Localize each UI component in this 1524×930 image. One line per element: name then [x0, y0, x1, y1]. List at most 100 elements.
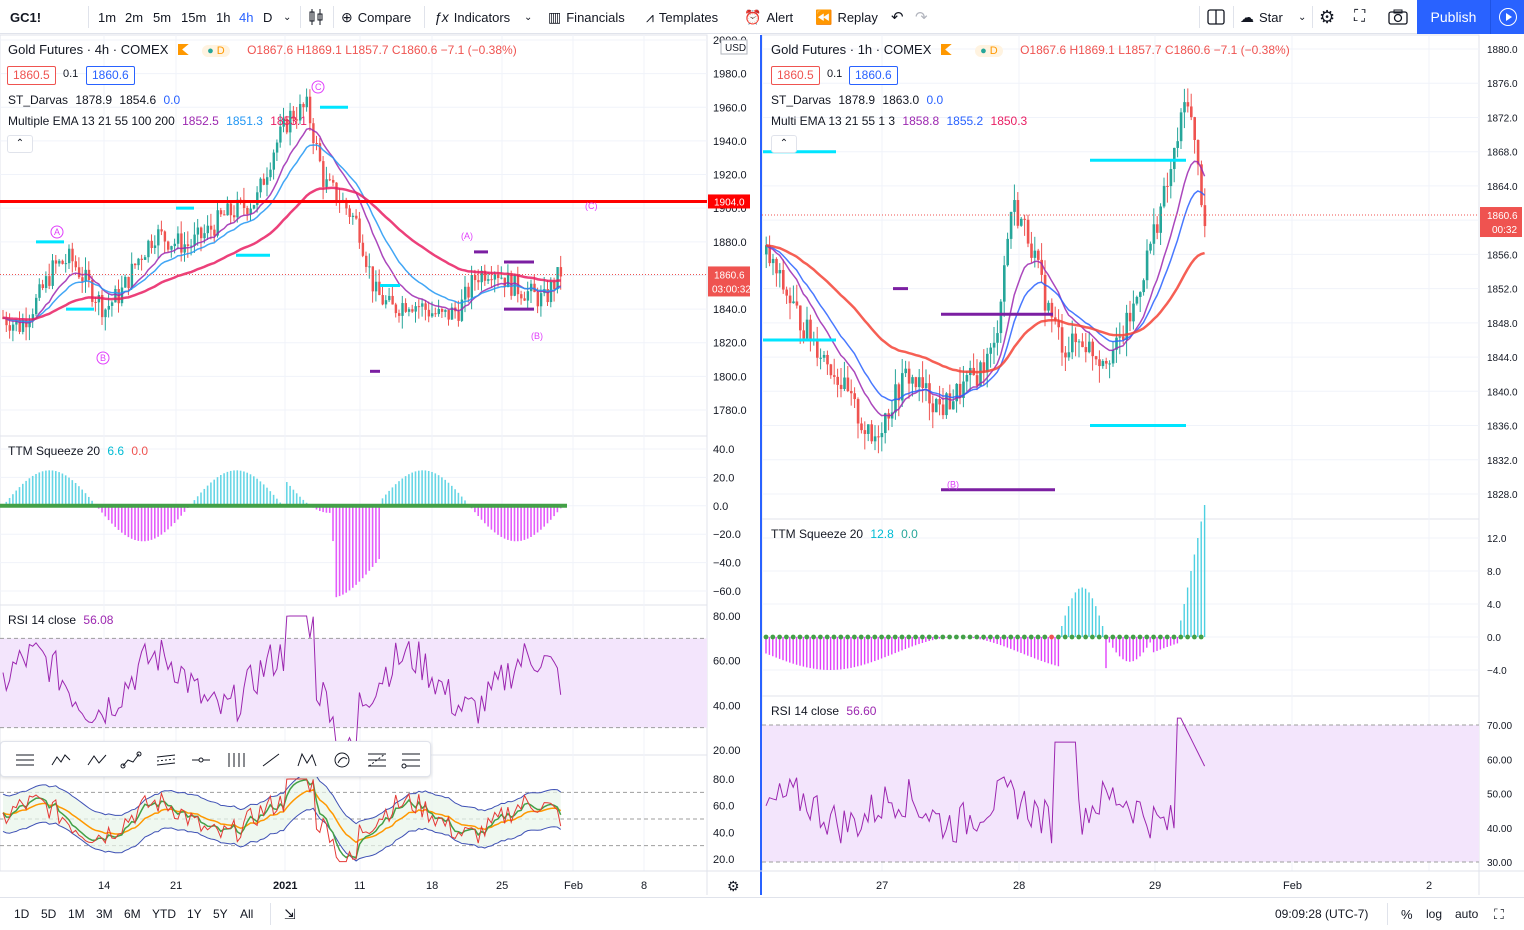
- play-icon[interactable]: [1490, 0, 1524, 34]
- wave-label-circle: [311, 80, 325, 94]
- candle-body: [836, 376, 839, 385]
- vertical-lines-icon[interactable]: [222, 746, 250, 774]
- flag-icon[interactable]: [177, 44, 189, 55]
- alert-button[interactable]: ⏰ Alert: [744, 0, 793, 34]
- candle-body: [275, 142, 279, 153]
- candle-body: [546, 288, 549, 303]
- candle-body: [58, 260, 61, 264]
- candle-body: [302, 104, 305, 108]
- indicators-button[interactable]: ƒx Indicators: [434, 0, 510, 34]
- interval-2m[interactable]: 2m: [125, 9, 144, 25]
- candle-body: [213, 229, 216, 236]
- elliott-wave-icon[interactable]: [47, 746, 75, 774]
- interval-5m[interactable]: 5m: [153, 9, 172, 25]
- cloud-save-button[interactable]: ☁ Star: [1240, 0, 1283, 34]
- candle-body: [904, 368, 907, 374]
- horizontal-ray-icon[interactable]: [187, 746, 215, 774]
- range-3m[interactable]: 3M: [96, 907, 113, 921]
- right-bid-button[interactable]: 1860.5: [771, 66, 820, 85]
- range-all[interactable]: All: [240, 907, 254, 921]
- candles-style-icon[interactable]: [308, 0, 324, 34]
- darvas-v1: 1878.9: [838, 93, 876, 107]
- range-5y[interactable]: 5Y: [213, 907, 228, 921]
- fullscreen-icon[interactable]: ⛶: [1354, 8, 1366, 25]
- interval-1h[interactable]: 1h: [216, 9, 231, 25]
- candle-body: [8, 325, 11, 331]
- percent-toggle[interactable]: %: [1401, 906, 1413, 922]
- financials-button[interactable]: ▥ Financials: [548, 0, 625, 34]
- interval-1m[interactable]: 1m: [98, 9, 117, 25]
- fib-retracement-icon[interactable]: [363, 746, 391, 774]
- candle-body: [931, 403, 935, 413]
- candle-body: [928, 383, 931, 404]
- candle-body: [860, 423, 863, 431]
- brush-icon[interactable]: [328, 746, 356, 774]
- gear-icon[interactable]: ⚙: [1319, 6, 1336, 27]
- candle-body: [134, 263, 137, 266]
- candle-body: [1009, 211, 1013, 239]
- interval-15m[interactable]: 15m: [181, 9, 207, 25]
- replay-button[interactable]: ⏪ Replay: [815, 0, 878, 34]
- flag-icon[interactable]: [940, 44, 952, 55]
- candle-body: [935, 399, 938, 413]
- range-1y[interactable]: 1Y: [187, 907, 202, 921]
- left-legend-collapse-chevron-icon[interactable]: ⌃: [7, 135, 33, 153]
- wave-label: (A): [461, 231, 473, 241]
- squeeze-dot: [1151, 634, 1156, 640]
- fullscreen-icon[interactable]: ⛶: [1494, 905, 1504, 922]
- candle-body: [262, 178, 266, 185]
- charts-area[interactable]: 2000.01980.01960.01940.01920.01900.01880…: [0, 34, 1524, 897]
- trend-path-icon[interactable]: [117, 746, 145, 774]
- interval-d[interactable]: D: [263, 9, 273, 25]
- squeeze-dot: [974, 634, 980, 640]
- candle-body: [143, 257, 147, 260]
- auto-toggle[interactable]: auto: [1455, 907, 1479, 921]
- right-ask-button[interactable]: 1860.6: [849, 66, 898, 85]
- layout-icon[interactable]: [1207, 0, 1225, 34]
- right-squeeze-legend: TTM Squeeze 20 12.8 0.0: [771, 527, 918, 541]
- abc-pattern-icon[interactable]: [83, 746, 111, 774]
- market-status-badge[interactable]: ● D: [975, 45, 1003, 57]
- last-price-label: 1860.6: [714, 270, 745, 281]
- candle-body: [71, 248, 74, 262]
- candle-body: [391, 295, 394, 305]
- interval-dropdown-chevron-icon[interactable]: ⌄: [283, 11, 292, 23]
- left-darvas-legend: ST_Darvas 1878.9 1854.6 0.0: [8, 93, 180, 107]
- gann-fan-icon[interactable]: [397, 746, 425, 774]
- redo-icon[interactable]: ↷: [915, 9, 928, 26]
- xabcd-pattern-icon[interactable]: [293, 746, 321, 774]
- templates-button[interactable]: ⩘ Templates: [646, 0, 718, 34]
- save-chevron-icon[interactable]: ⌄: [1298, 11, 1307, 23]
- camera-icon[interactable]: [1388, 0, 1408, 34]
- left-bid-button[interactable]: 1860.5: [7, 66, 56, 85]
- publish-button[interactable]: Publish: [1417, 0, 1490, 34]
- right-legend-collapse-chevron-icon[interactable]: ⌃: [771, 135, 797, 153]
- parallel-channel-icon[interactable]: [152, 746, 180, 774]
- interval-4h[interactable]: 4h: [239, 9, 254, 25]
- log-toggle[interactable]: log: [1426, 907, 1443, 921]
- rsi-tick-label: 70.00: [1487, 721, 1512, 732]
- function-icon: ƒx: [434, 9, 449, 25]
- candle-body: [979, 362, 982, 386]
- left-ask-button[interactable]: 1860.6: [86, 66, 135, 85]
- compare-button[interactable]: ⊕ Compare: [341, 0, 411, 34]
- indicators-chevron-icon[interactable]: ⌄: [524, 11, 533, 23]
- squeeze-dot: [804, 634, 810, 640]
- time-tick-label: 2021: [273, 880, 297, 892]
- drag-handle-icon[interactable]: [11, 746, 39, 774]
- range-ytd[interactable]: YTD: [152, 907, 176, 921]
- range-6m[interactable]: 6M: [124, 907, 141, 921]
- undo-icon[interactable]: ↶: [891, 9, 904, 26]
- symbol-search[interactable]: GC1!: [10, 9, 42, 25]
- candle-body: [256, 192, 259, 206]
- range-5d[interactable]: 5D: [41, 907, 57, 921]
- date-range-icon[interactable]: ⇲: [284, 905, 296, 922]
- candle-body: [15, 320, 18, 325]
- clock-time[interactable]: 09:09:28 (UTC-7): [1275, 907, 1369, 921]
- range-1d[interactable]: 1D: [14, 907, 30, 921]
- squeeze-dot: [886, 634, 891, 640]
- market-status-badge[interactable]: ● D: [202, 45, 230, 57]
- range-1m[interactable]: 1M: [68, 907, 85, 921]
- trend-line-icon[interactable]: [257, 746, 285, 774]
- candle-body: [209, 225, 213, 230]
